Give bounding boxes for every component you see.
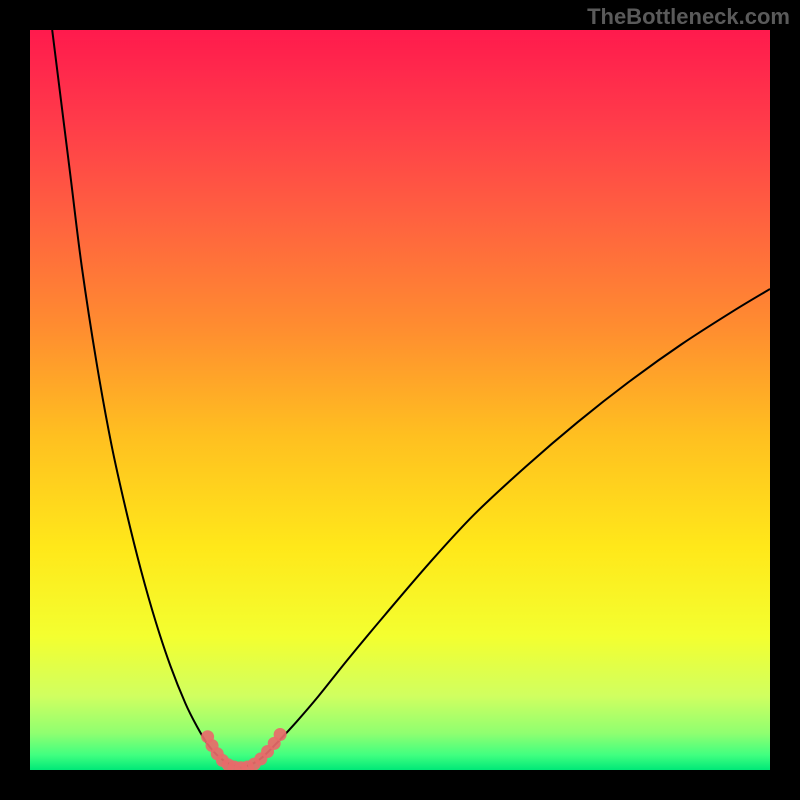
- watermark-text: TheBottleneck.com: [587, 4, 790, 30]
- gradient-background: [30, 30, 770, 770]
- plot-area: [30, 30, 770, 770]
- valley-dot: [274, 728, 287, 741]
- bottleneck-curve-chart: [30, 30, 770, 770]
